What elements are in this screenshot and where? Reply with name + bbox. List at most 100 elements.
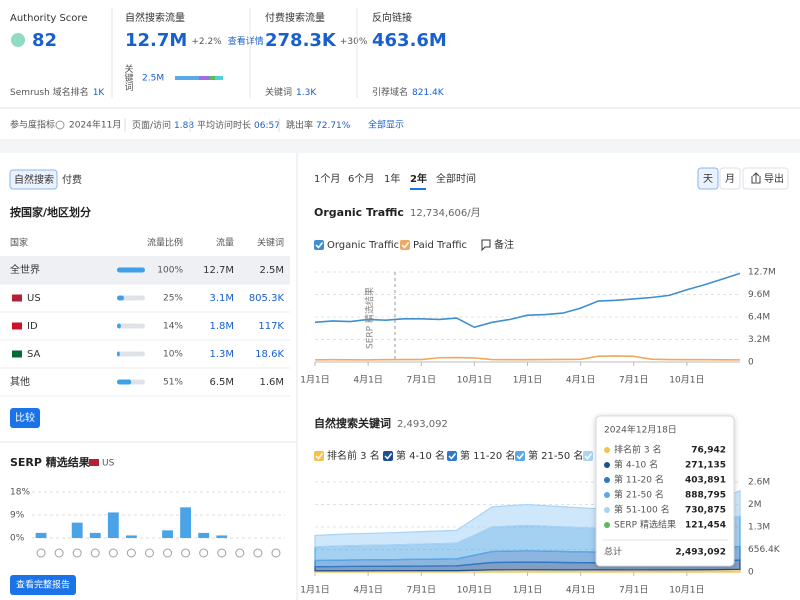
granularity[interactable]: 天 <box>703 174 713 185</box>
legend-check[interactable] <box>448 453 457 460</box>
legend-label[interactable]: Organic Traffic <box>327 240 399 251</box>
feature-icon <box>181 548 191 558</box>
info-icon <box>55 120 65 130</box>
share: 100% <box>157 266 183 276</box>
rank-value: 1K <box>93 88 106 98</box>
share-bar <box>117 379 132 385</box>
keywords: 2.5M <box>259 265 284 276</box>
legend-check[interactable] <box>584 453 593 460</box>
period-tab[interactable]: 全部时间 <box>436 172 476 185</box>
legend-checkbox[interactable] <box>447 451 457 461</box>
authority-icon <box>11 33 25 47</box>
granularity-box[interactable] <box>719 167 741 190</box>
legend-check[interactable] <box>315 242 324 249</box>
legend-label[interactable]: 第 11-20 名 <box>460 449 515 462</box>
legend-checkbox[interactable] <box>383 451 393 461</box>
tooltip-dot <box>604 492 610 498</box>
show-all[interactable]: 全部显示 <box>368 119 404 131</box>
legend-checkbox[interactable] <box>583 451 593 461</box>
traffic: 1.8M <box>209 321 234 332</box>
feature-icon <box>90 548 100 558</box>
period-tab[interactable]: 1年 <box>384 172 400 185</box>
paid-line: 278.3K +30% <box>265 30 368 51</box>
share-bar <box>117 295 124 301</box>
line <box>314 355 741 361</box>
legend-check[interactable] <box>315 453 324 460</box>
organic-keywords-value: 2.5M <box>142 74 164 84</box>
x-tick-label: 1月1日 <box>300 375 329 386</box>
chart-subtitle: 12,734,606/月 <box>410 207 481 219</box>
tooltip-value: 271,135 <box>685 461 726 471</box>
table-header: 流量 <box>216 237 234 249</box>
y-tick-label: 1.3M <box>748 523 770 533</box>
tab-active[interactable] <box>9 169 58 190</box>
bar <box>89 532 101 538</box>
metric-value: 06:57 <box>254 121 280 131</box>
feature-icon <box>126 548 136 558</box>
legend-label[interactable]: 排名前 3 名 <box>327 449 380 462</box>
period-tab[interactable]: 1个月 <box>314 173 340 185</box>
legend-label[interactable]: Paid Traffic <box>413 240 467 251</box>
note-icon[interactable] <box>481 239 491 252</box>
metric-label: 平均访问时长 <box>197 119 251 131</box>
share-bar <box>117 351 120 357</box>
tooltip-value: 121,454 <box>685 521 726 531</box>
tooltip-total-label: 总计 <box>604 546 622 558</box>
bar <box>35 532 47 538</box>
tab[interactable]: 自然搜索 <box>14 173 54 186</box>
export-label[interactable]: 导出 <box>764 172 784 185</box>
bar <box>107 512 119 538</box>
annotation: SERP 精选结果 <box>364 287 376 349</box>
metric: 平均访问时长 06:57 <box>197 119 280 131</box>
engagement-metrics: 页面/访问 1.88 平均访问时长 06:57 跳出率 72.71% <box>124 118 351 132</box>
paid-keywords-value: 1.3K <box>296 88 317 98</box>
legend-checkbox[interactable] <box>400 240 410 250</box>
tooltip-dot <box>604 477 610 483</box>
share: 51% <box>163 378 183 388</box>
bar <box>198 532 210 538</box>
share: 25% <box>163 294 183 304</box>
share-track <box>117 351 145 357</box>
legend-checkbox[interactable] <box>515 451 525 461</box>
x-tick-label: 7月1日 <box>619 585 648 596</box>
tooltip-rows: 排名前 3 名 76,942 第 4-10 名 271,135 第 11-20 名 403… <box>604 444 726 531</box>
legend-checkbox[interactable] <box>314 451 324 461</box>
organic-link[interactable]: 查看详情 <box>228 35 264 47</box>
period-tab[interactable]: 6个月 <box>348 173 374 185</box>
feature-icon <box>54 548 64 558</box>
x-tick-label: 1月1日 <box>513 585 542 596</box>
report-button[interactable] <box>10 575 76 595</box>
legend-check[interactable] <box>516 453 525 460</box>
feature-icon <box>108 548 118 558</box>
authority-label: Authority Score <box>10 13 87 24</box>
organic-keywords-label: 关键词 <box>123 63 134 91</box>
flag <box>12 294 22 302</box>
legend-label[interactable]: 第 4-10 名 <box>396 449 445 462</box>
export-icon[interactable] <box>751 172 761 184</box>
rank-label: Semrush 域名排名 <box>10 86 89 98</box>
backlinks-value: 463.6M <box>372 30 447 51</box>
legend-label[interactable]: 第 21-50 名 <box>528 449 583 462</box>
granularity-box[interactable] <box>697 167 719 190</box>
legend-check[interactable] <box>401 242 410 249</box>
period-tab[interactable]: 2年 <box>410 172 427 185</box>
legend-check[interactable] <box>384 453 393 460</box>
x-tick-label: 7月1日 <box>619 375 648 386</box>
note-label[interactable]: 备注 <box>494 238 514 251</box>
feature-icon <box>271 548 281 558</box>
legend-checkbox[interactable] <box>314 240 324 250</box>
share-track <box>117 295 145 301</box>
compare-button[interactable] <box>10 408 40 428</box>
granularity[interactable]: 月 <box>725 173 735 185</box>
report-label[interactable]: 查看完整报告 <box>16 579 70 591</box>
tooltip-label: 第 21-50 名 <box>614 489 664 501</box>
tooltip <box>595 415 735 567</box>
chart-title: 自然搜索关键词 <box>314 416 391 430</box>
tooltip-dot <box>604 447 610 453</box>
compare-label[interactable]: 比较 <box>15 411 35 424</box>
export-box[interactable] <box>742 167 789 190</box>
tab[interactable]: 付费 <box>62 173 82 186</box>
paid-keywords: 关键词 1.3K <box>265 86 317 98</box>
tooltip-label: 排名前 3 名 <box>614 444 661 456</box>
